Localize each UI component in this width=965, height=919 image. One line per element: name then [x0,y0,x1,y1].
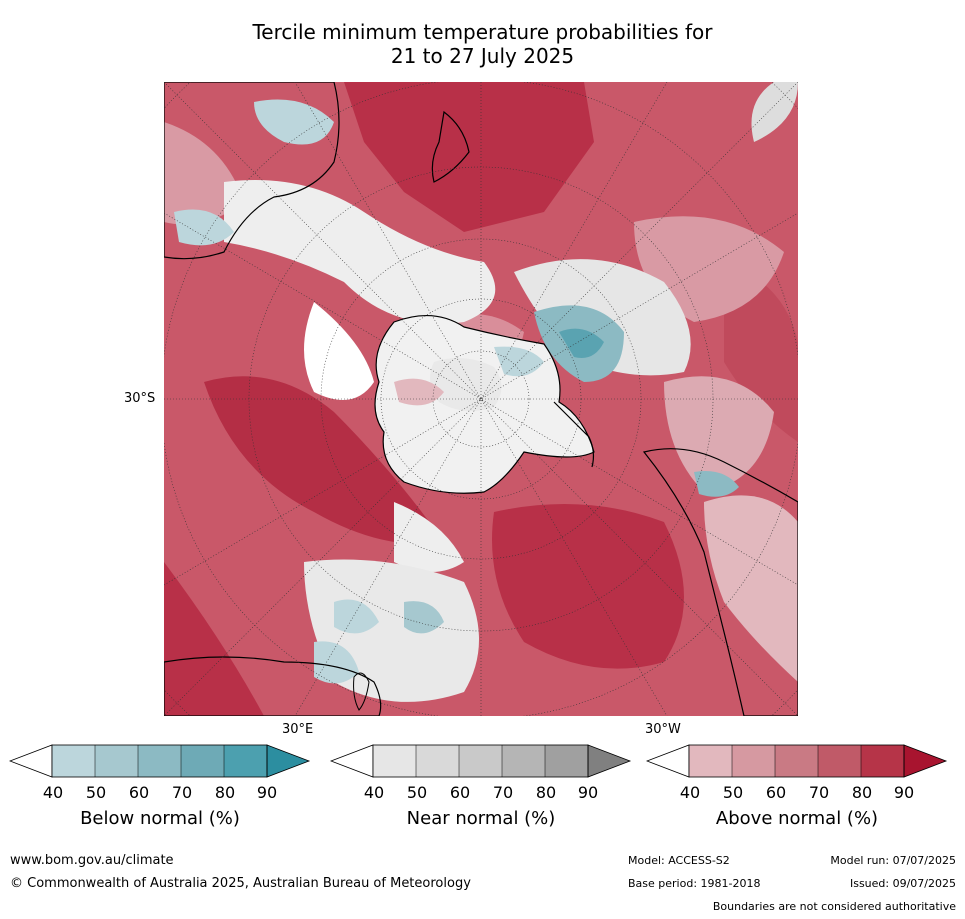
region-above-strong [492,504,684,669]
title-line-2: 21 to 27 July 2025 [390,44,575,68]
above-tick: 40 [679,783,701,802]
region-near-normal [394,502,464,572]
below-tick: 50 [85,783,107,802]
above-tick: 70 [808,783,830,802]
madagascar-coastline [353,672,370,711]
south-america-coastline [642,448,798,716]
below-tick: 40 [42,783,64,802]
colorbar-swatch [373,745,416,777]
below-tick: 90 [256,783,278,802]
colorbar-below-svg [9,744,311,778]
region-above-strong [344,82,594,232]
colorbar-near-svg [330,744,632,778]
region-below-normal [314,641,359,684]
base-period: Base period: 1981-2018 [628,877,761,890]
colorbar-swatch [818,745,861,777]
below-tick: 70 [171,783,193,802]
colorbar-swatch [330,744,374,778]
above-normal-label: Above normal (%) [715,808,879,829]
title-line-1: Tercile minimum temperature probabilitie… [252,20,713,44]
model-run-date: Model run: 07/07/2025 [830,854,956,867]
new-zealand-coastline [431,110,470,183]
antarctica-cool-patch [494,346,544,377]
probability-map [164,82,798,716]
lat-label-30s: 30°S [124,391,156,406]
region-above-light [704,495,798,682]
lon-label-30w: 30°W [645,722,681,737]
region-above-strong [204,376,444,544]
colorbar-swatch [95,745,138,777]
region-below-normal [559,328,604,358]
antarctica-interior [430,358,502,411]
near-tick: 90 [577,783,599,802]
region-above-strong [164,562,264,716]
model-name: Model: ACCESS-S2 [628,854,730,867]
website-link[interactable]: www.bom.gov.au/climate [10,853,174,868]
region-near-normal [224,180,496,324]
colorbar-swatch [775,745,818,777]
region-near-normal [751,82,798,142]
graticule [164,82,798,716]
colorbar-above-svg [646,744,948,778]
colorbar-swatch [646,744,690,778]
boundaries-disclaimer: Boundaries are not considered authoritat… [712,900,956,913]
colorbar-swatch [267,745,309,777]
region-below-normal [174,209,234,246]
region-below-normal [334,599,379,634]
near-tick: 70 [492,783,514,802]
colorbar-swatch [588,745,630,777]
region-below-normal [694,471,739,497]
colorbar-near-normal [330,744,632,778]
colorbar-above-normal [646,744,948,778]
colorbar-swatch [545,745,588,777]
colorbar-swatch [181,745,224,777]
below-normal-label: Below normal (%) [80,808,240,829]
colorbar-swatch [502,745,545,777]
above-tick: 60 [765,783,787,802]
issued-date: Issued: 09/07/2025 [849,877,956,890]
colorbar-swatch [732,745,775,777]
antarctica-warm-patch [394,378,444,406]
near-tick: 80 [535,783,557,802]
colorbar-swatch [138,745,181,777]
colorbar-swatch [904,745,946,777]
above-tick: 90 [893,783,915,802]
near-tick: 40 [363,783,385,802]
above-tick: 80 [851,783,873,802]
above-tick: 50 [722,783,744,802]
near-tick: 50 [406,783,428,802]
lon-label-30e: 30°E [282,722,314,737]
region-near-normal [304,302,374,400]
region-below-normal [254,99,334,145]
africa-coastline [164,656,382,716]
colorbar-swatch [459,745,502,777]
near-tick: 60 [449,783,471,802]
australia-coastline [164,82,340,260]
map-svg [164,82,798,716]
colorbar-below-normal [9,744,311,778]
copyright-text: © Commonwealth of Australia 2025, Austra… [10,876,471,891]
map-title: Tercile minimum temperature probabilitie… [0,20,965,68]
colorbar-swatch [52,745,95,777]
colorbar-swatch [861,745,904,777]
below-tick: 80 [214,783,236,802]
region-above-light [664,376,774,492]
region-below-normal [404,601,444,634]
colorbar-swatch [224,745,267,777]
antarctic-peninsula [553,401,595,468]
near-normal-label: Near normal (%) [406,808,556,829]
colorbar-swatch [689,745,732,777]
colorbar-swatch [9,744,53,778]
below-tick: 60 [128,783,150,802]
colorbar-swatch [416,745,459,777]
region-above-strong [724,262,798,442]
